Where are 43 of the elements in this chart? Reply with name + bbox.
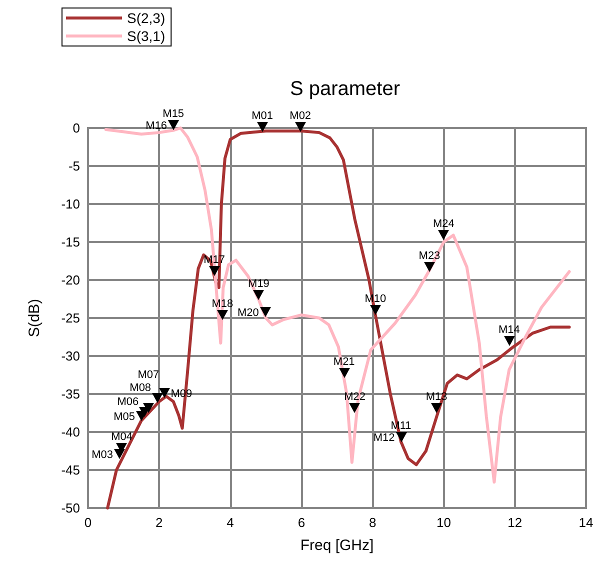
annotation: M16 [145,120,168,132]
annotation: M05 [113,410,136,423]
x-tick-label: 10 [436,515,451,530]
y-axis-title: S(dB) [26,298,43,338]
annotation: M24 [432,218,455,230]
annotation: M15 [162,108,184,120]
x-axis-title: Freq [GHz] [300,537,374,554]
x-tick-label: 14 [578,515,594,530]
x-tick-label: 2 [156,515,163,530]
annotation: M21 [333,356,356,368]
x-tick-label: 0 [84,515,92,530]
annotation: M19 [248,278,270,290]
y-tick-label: -35 [61,386,80,402]
annotation: M08 [129,382,152,394]
y-tick-label: -5 [68,158,80,174]
x-tick-label: 4 [226,515,234,530]
y-tick-label: -40 [61,424,80,440]
y-tick-label: -10 [61,196,80,212]
annotation: M20 [237,307,260,320]
annotation: M12 [373,432,396,444]
annotation: M07 [137,369,160,381]
y-tick-label: -15 [61,234,80,250]
y-tick-label: -20 [61,272,80,288]
annotation: M04 [110,430,133,443]
annotation: M18 [211,298,234,310]
annotation: M23 [418,250,440,262]
x-tick-label: 6 [298,515,306,530]
annotation: M06 [116,396,139,408]
x-tick-label: 12 [508,515,522,530]
y-tick-label: -50 [61,500,80,516]
y-tick-label: -25 [61,310,80,326]
y-tick-label: 0 [72,120,80,136]
y-tick-label: -45 [61,462,80,478]
legend-label: S(2,3) [127,10,166,26]
annotation: M01 [251,110,274,122]
annotation: M22 [344,391,366,403]
annotation: M03 [91,449,114,462]
annotation: M02 [289,110,312,122]
legend-label: S(3,1) [127,28,166,44]
y-tick-label: -30 [61,348,80,364]
annotation: M14 [498,324,520,336]
chart-title: S parameter [290,78,400,100]
x-tick-label: 8 [368,515,376,530]
